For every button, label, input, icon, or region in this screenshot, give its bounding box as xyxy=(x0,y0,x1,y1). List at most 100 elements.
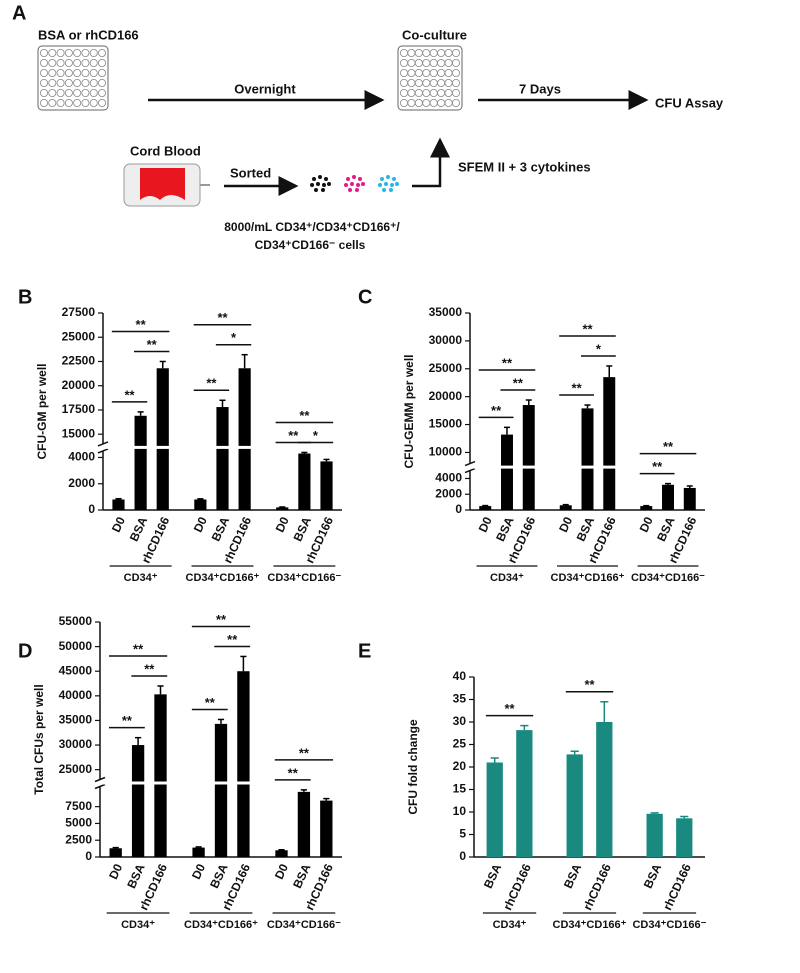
well xyxy=(98,99,107,108)
group-label: CD34⁺CD166⁻ xyxy=(631,572,705,584)
well xyxy=(81,59,90,68)
well xyxy=(89,49,98,58)
axis-break xyxy=(94,776,106,783)
well xyxy=(399,69,408,78)
well xyxy=(40,69,49,78)
y-tick-label: 20 xyxy=(453,759,467,773)
significance-label: ** xyxy=(133,641,144,656)
well xyxy=(81,49,90,58)
well xyxy=(48,79,57,88)
cell-dot xyxy=(318,175,322,179)
well xyxy=(89,79,98,88)
well xyxy=(81,69,90,78)
bar xyxy=(516,730,533,857)
well xyxy=(407,59,416,68)
well xyxy=(407,79,416,88)
well xyxy=(73,89,82,98)
well xyxy=(399,59,408,68)
cell-dot xyxy=(314,188,318,192)
significance-label: ** xyxy=(205,695,216,710)
significance-label: ** xyxy=(136,317,147,332)
well xyxy=(48,89,57,98)
bar xyxy=(156,368,169,510)
bar xyxy=(566,754,583,857)
y-tick-label: 25000 xyxy=(62,329,96,343)
well xyxy=(414,89,423,98)
bar xyxy=(683,487,696,510)
cell-dot xyxy=(390,183,394,187)
x-tick-label: BSA xyxy=(209,514,233,543)
axis-break xyxy=(94,783,106,790)
y-tick-label: 22500 xyxy=(62,354,96,368)
panel-label: D xyxy=(18,640,32,662)
well xyxy=(56,79,65,88)
bar xyxy=(581,408,594,510)
well xyxy=(89,69,98,78)
well xyxy=(89,99,98,108)
plate xyxy=(37,45,109,111)
x-tick-label: BSA xyxy=(561,861,585,890)
bar xyxy=(238,368,251,510)
bar xyxy=(559,505,572,510)
plate xyxy=(397,45,463,111)
y-tick-label: 35000 xyxy=(429,305,463,319)
group-label: CD34⁺ xyxy=(121,919,155,931)
y-tick-label: 17500 xyxy=(62,402,96,416)
well xyxy=(98,49,107,58)
blood xyxy=(140,168,185,200)
well xyxy=(48,69,57,78)
y-tick-label: 20000 xyxy=(62,378,96,392)
x-tick-label: D0 xyxy=(273,514,292,534)
well xyxy=(56,99,65,108)
significance-label: ** xyxy=(299,408,310,423)
significance-label: ** xyxy=(206,376,217,391)
group-label: CD34⁺CD166⁺ xyxy=(553,919,627,931)
panel-label: C xyxy=(358,286,372,308)
y-tick-label: 10 xyxy=(453,804,467,818)
cell-dot xyxy=(316,182,320,186)
significance-label: ** xyxy=(652,459,663,474)
cell-dot xyxy=(386,175,390,179)
x-tick-label: BSA xyxy=(124,861,148,890)
arrow xyxy=(412,137,450,188)
cell-dot xyxy=(312,177,316,181)
cell-dot xyxy=(358,177,362,181)
group-label: CD34⁺CD166⁺ xyxy=(184,919,258,931)
plate-label: BSA or rhCD166 xyxy=(38,27,139,42)
result-label: CFU Assay xyxy=(655,95,724,110)
well xyxy=(451,79,460,88)
y-tick-label: 55000 xyxy=(59,614,93,628)
well xyxy=(73,99,82,108)
well xyxy=(429,99,438,108)
well xyxy=(399,99,408,108)
y-tick-label: 15000 xyxy=(429,417,463,431)
y-tick-label: 5000 xyxy=(65,816,92,830)
significance-label: ** xyxy=(491,403,502,418)
well xyxy=(414,79,423,88)
well xyxy=(48,59,57,68)
x-tick-label: BSA xyxy=(207,861,231,890)
bar xyxy=(131,745,145,857)
y-tick-label: 27500 xyxy=(62,305,96,319)
cell-dot xyxy=(344,183,348,187)
y-tick-label: 30 xyxy=(453,714,467,728)
significance-label: ** xyxy=(584,677,595,692)
group-label: CD34⁺CD166⁻ xyxy=(632,919,706,931)
well xyxy=(56,49,65,58)
y-tick-label: 4000 xyxy=(68,450,95,464)
well xyxy=(429,89,438,98)
well xyxy=(81,99,90,108)
group-label: CD34⁺ xyxy=(124,572,158,584)
x-tick-label: BSA xyxy=(481,861,505,890)
well xyxy=(40,79,49,88)
well xyxy=(451,69,460,78)
diagram: A BSA or rhCD166 Overnight Co-culture 7 … xyxy=(12,2,724,252)
x-tick-label: rhCD166 xyxy=(500,861,534,912)
medium-label: SFEM II + 3 cytokines xyxy=(458,159,591,174)
bar xyxy=(134,415,147,510)
bar xyxy=(603,377,616,510)
well xyxy=(64,49,73,58)
group-label: CD34⁺CD166⁺ xyxy=(186,572,260,584)
well xyxy=(429,49,438,58)
